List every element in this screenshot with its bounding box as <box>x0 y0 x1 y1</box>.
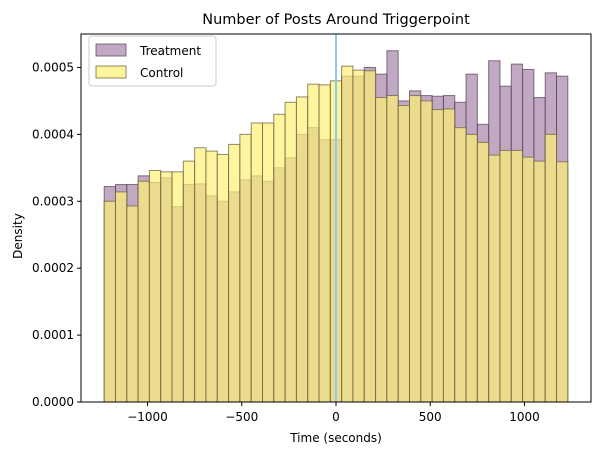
control-bar <box>465 133 478 403</box>
control-bar <box>239 133 252 403</box>
y-tick-label: 0.0004 <box>32 127 74 141</box>
control-bar <box>114 191 128 403</box>
control-bar <box>363 70 377 403</box>
control-bar <box>375 97 388 403</box>
x-tick-label: 0 <box>332 410 340 424</box>
control-bar <box>273 113 286 403</box>
control-bar <box>544 133 558 403</box>
control-bar <box>194 147 207 403</box>
axes-frame <box>80 33 592 403</box>
legend-label-treatment: Treatment <box>139 44 201 58</box>
x-tick-label: −500 <box>225 410 258 424</box>
control-bar <box>431 109 444 403</box>
y-tick-label: 0.0003 <box>32 194 74 208</box>
control-bar <box>476 141 490 403</box>
legend: Treatment Control <box>88 35 217 87</box>
control-bar <box>205 150 218 403</box>
control-bar <box>284 101 297 403</box>
y-tick-label: 0.0002 <box>32 261 74 275</box>
x-tick-label: −1000 <box>127 410 168 424</box>
control-bar <box>522 156 535 403</box>
x-tick-label: 500 <box>419 410 442 424</box>
control-bar <box>454 127 467 403</box>
control-bar <box>228 143 241 403</box>
x-axis-label: Time (seconds) <box>289 431 382 445</box>
control-bar <box>262 122 275 403</box>
control-bar <box>103 200 116 403</box>
control-bar <box>126 205 139 403</box>
control-bar <box>250 122 264 403</box>
legend-swatch-treatment <box>95 43 127 57</box>
chart-title: Number of Posts Around Triggerpoint <box>202 12 470 28</box>
control-bar <box>182 160 196 403</box>
control-bar <box>341 65 354 403</box>
control-bar <box>510 149 524 403</box>
control-bar <box>137 180 150 403</box>
control-bar <box>216 153 230 403</box>
control-bar <box>307 83 320 403</box>
control-bar <box>499 149 512 403</box>
control-bar <box>352 69 365 403</box>
control-bar <box>409 95 422 403</box>
y-axis-label: Density <box>11 213 25 259</box>
y-tick-label: 0.0001 <box>32 328 74 342</box>
y-axis: 0.0000 0.0001 0.0002 0.0003 0.0004 0.0005 <box>32 60 81 409</box>
x-tick-label: 1000 <box>509 410 540 424</box>
x-axis: −1000 −500 0 500 1000 <box>127 402 540 424</box>
legend-label-control: Control <box>140 66 183 80</box>
y-tick-label: 0.0000 <box>32 395 74 409</box>
legend-swatch-control <box>95 65 127 79</box>
control-bar <box>160 171 173 403</box>
control-bar <box>386 95 399 403</box>
control-bar <box>556 161 569 403</box>
control-bar <box>533 160 546 403</box>
axes-border <box>80 33 592 403</box>
control-bar <box>171 171 184 403</box>
control-bar <box>148 169 162 403</box>
control-bar <box>295 96 309 403</box>
control-bar <box>318 84 331 403</box>
control-bar <box>420 100 433 403</box>
control-bar <box>442 108 456 403</box>
control-bar <box>488 154 501 403</box>
y-tick-label: 0.0005 <box>32 60 74 74</box>
control-bar <box>397 105 411 403</box>
